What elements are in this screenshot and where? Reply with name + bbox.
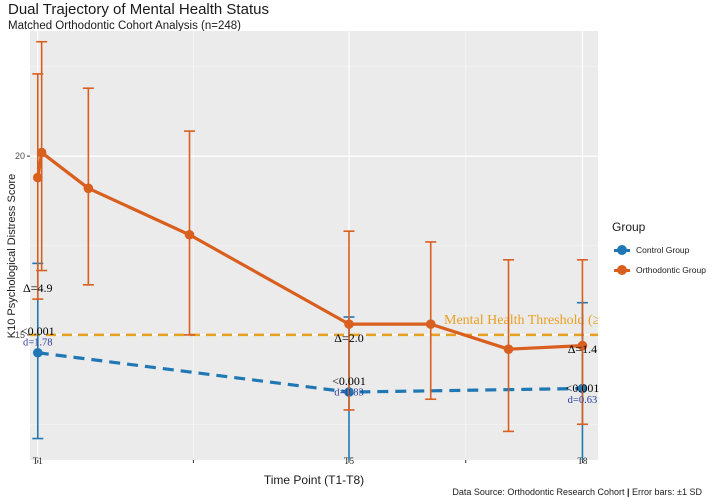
caption-source: Data Source: Orthodontic Research Cohort (452, 487, 625, 497)
data-point-orthodontic (32, 172, 43, 183)
legend-title: Group (612, 220, 646, 234)
legend-item-control[interactable]: Control Group (612, 240, 706, 260)
data-point-orthodontic (344, 319, 354, 329)
chart-caption: Data Source: Orthodontic Research Cohort… (452, 487, 702, 497)
caption-separator: | (624, 487, 633, 497)
data-point-orthodontic (503, 344, 514, 354)
chart-title: Dual Trajectory of Mental Health Status (8, 1, 269, 18)
y-tick-label: 20 (15, 151, 25, 161)
legend-label-orthodontic: Orthodontic Group (636, 265, 706, 275)
legend: Group Control Group Orthodontic Group (612, 220, 706, 280)
data-point-orthodontic (577, 340, 588, 351)
x-tick-label: T1 (33, 456, 43, 466)
x-tick-label: T8 (577, 456, 587, 466)
data-point-orthodontic (36, 147, 47, 158)
threshold-label: Mental Health Threshold (≥ (444, 313, 601, 328)
annotation-label: Δ=2.0 (334, 331, 363, 345)
chart-subtitle: Matched Orthodontic Cohort Analysis (n=2… (8, 20, 241, 32)
annotation-label: d=1.78 (23, 338, 53, 349)
annotation-label: <0.001 (21, 324, 55, 338)
legend-label-control: Control Group (636, 245, 690, 255)
legend-item-orthodontic[interactable]: Orthodontic Group (612, 260, 706, 280)
series-line-orthodontic (36, 150, 583, 351)
data-point-orthodontic (425, 319, 436, 329)
annotation-label: d=0.83 (334, 388, 364, 399)
legend-key-control (612, 240, 632, 260)
data-point-orthodontic (184, 229, 195, 240)
x-tick-label: T5 (344, 456, 354, 466)
annotation-label: Δ=1.4 (568, 342, 597, 356)
y-tick-label: 15 (15, 330, 25, 340)
annotation-label: d=0.63 (568, 395, 598, 406)
legend-key-orthodontic (612, 260, 632, 280)
x-axis-label: Time Point (T1-T8) (263, 473, 365, 487)
data-point-control (32, 347, 43, 358)
annotation-label: <0.001 (332, 374, 366, 388)
data-point-orthodontic (83, 183, 94, 194)
plot-marks: Mental Health Threshold (≥ (30, 40, 601, 460)
annotation-label: Δ=4.9 (23, 281, 52, 295)
caption-error-bars: Error bars: ±1 SD (632, 487, 702, 497)
annotation-label: <0.001 (566, 381, 600, 395)
